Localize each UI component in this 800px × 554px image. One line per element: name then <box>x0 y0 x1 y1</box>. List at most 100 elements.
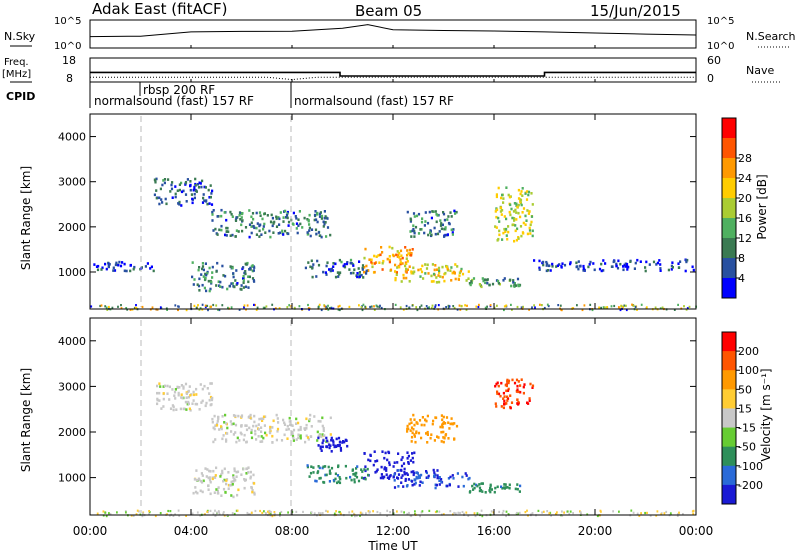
range-gate-cell <box>360 476 364 480</box>
range-gate-cell <box>220 425 223 428</box>
range-gate-cell <box>209 382 212 385</box>
beam-title: Beam 05 <box>355 2 422 20</box>
range-gate-cell <box>440 222 443 225</box>
range-gate-cell <box>174 513 176 516</box>
range-gate-cell <box>202 193 205 196</box>
range-gate-cell <box>539 303 541 306</box>
range-gate-cell <box>379 253 382 257</box>
range-gate-cell <box>542 510 545 513</box>
range-gate-cell <box>393 461 396 464</box>
range-gate-cell <box>355 471 358 475</box>
range-gate-cell <box>505 217 508 221</box>
range-gate-cell <box>319 512 322 515</box>
range-gate-cell <box>469 283 472 287</box>
range-gate-cell <box>263 306 266 309</box>
range-gate-cell <box>236 436 239 440</box>
range-gate-cell <box>193 304 196 307</box>
range-gate-cell <box>453 306 456 310</box>
range-gate-cell <box>531 386 534 389</box>
range-gate-cell <box>325 509 327 512</box>
range-gate-cell <box>198 308 201 311</box>
range-gate-cell <box>465 511 468 514</box>
range-gate-cell <box>502 509 505 513</box>
range-gate-cell <box>263 510 265 513</box>
range-gate-cell <box>404 246 407 249</box>
range-gate-cell <box>162 397 165 401</box>
range-gate-cell <box>242 467 245 471</box>
range-gate-cell <box>192 399 195 402</box>
range-gate-cell <box>240 424 243 427</box>
range-gate-cell <box>448 483 451 487</box>
range-gate-cell <box>332 262 335 265</box>
velocity-colorbar-tick-label: -15 <box>738 422 756 435</box>
range-gate-cell <box>178 183 181 186</box>
station-title: Adak East (fitACF) <box>92 0 227 18</box>
range-gate-cell <box>419 306 421 309</box>
range-gate-cell <box>213 491 216 494</box>
range-gate-cell <box>505 304 508 307</box>
range-gate-cell <box>465 308 468 311</box>
range-gate-cell <box>517 188 520 192</box>
range-gate-cell <box>410 271 413 275</box>
range-gate-cell <box>442 415 445 419</box>
range-gate-cell <box>560 265 563 268</box>
range-gate-cell <box>205 401 208 405</box>
range-gate-cell <box>505 514 507 518</box>
range-gate-cell <box>174 304 177 307</box>
range-gate-cell <box>180 396 183 399</box>
range-gate-cell <box>337 465 340 469</box>
range-gate-cell <box>261 217 264 221</box>
range-gate-cell <box>419 515 421 518</box>
range-gate-cell <box>503 227 506 231</box>
range-gate-cell <box>394 276 397 280</box>
range-gate-cell <box>386 476 389 479</box>
range-gate-cell <box>225 234 228 237</box>
range-gate-cell <box>526 509 528 512</box>
range-gate-cell <box>426 441 429 444</box>
x-axis-label: Time UT <box>367 539 418 553</box>
range-gate-cell <box>505 389 508 393</box>
range-gate-cell <box>206 304 209 307</box>
range-gate-cell <box>203 384 206 388</box>
range-gate-cell <box>496 390 499 394</box>
range-gate-cell <box>149 267 152 270</box>
range-gate-cell <box>515 511 518 515</box>
range-gate-cell <box>174 185 177 188</box>
range-gate-cell <box>208 478 212 482</box>
range-gate-cell <box>129 308 132 311</box>
range-gate-cell <box>189 188 192 192</box>
range-gate-cell <box>231 483 234 486</box>
range-gate-cell <box>546 262 549 266</box>
range-gate-cell <box>160 198 163 201</box>
range-gate-cell <box>475 483 478 487</box>
range-gate-cell <box>419 480 422 484</box>
range-gate-cell <box>600 262 603 266</box>
range-gate-cell <box>421 481 424 484</box>
range-gate-cell <box>619 308 622 312</box>
range-gate-cell <box>363 270 366 274</box>
range-gate-cell <box>528 229 532 232</box>
range-gate-cell <box>541 304 543 307</box>
range-gate-cell <box>500 485 503 489</box>
range-gate-cell <box>112 266 115 270</box>
range-gate-cell <box>247 416 250 419</box>
range-gate-cell <box>425 470 428 473</box>
range-gate-cell <box>376 459 379 463</box>
range-gate-cell <box>506 486 509 489</box>
range-gate-cell <box>477 305 480 309</box>
y-tick-label: 2000 <box>58 221 86 234</box>
range-gate-cell <box>394 303 397 306</box>
range-gate-cell <box>351 262 355 266</box>
range-gate-cell <box>123 262 126 266</box>
range-gate-cell <box>373 262 376 265</box>
range-gate-cell <box>184 181 188 184</box>
range-gate-cell <box>318 466 321 470</box>
range-gate-cell <box>581 308 584 312</box>
range-gate-cell <box>513 217 516 220</box>
range-gate-cell <box>247 275 250 278</box>
range-gate-cell <box>271 303 274 306</box>
range-gate-cell <box>201 179 204 183</box>
range-gate-cell <box>209 184 212 187</box>
range-gate-cell <box>309 234 312 238</box>
range-gate-cell <box>319 476 322 480</box>
